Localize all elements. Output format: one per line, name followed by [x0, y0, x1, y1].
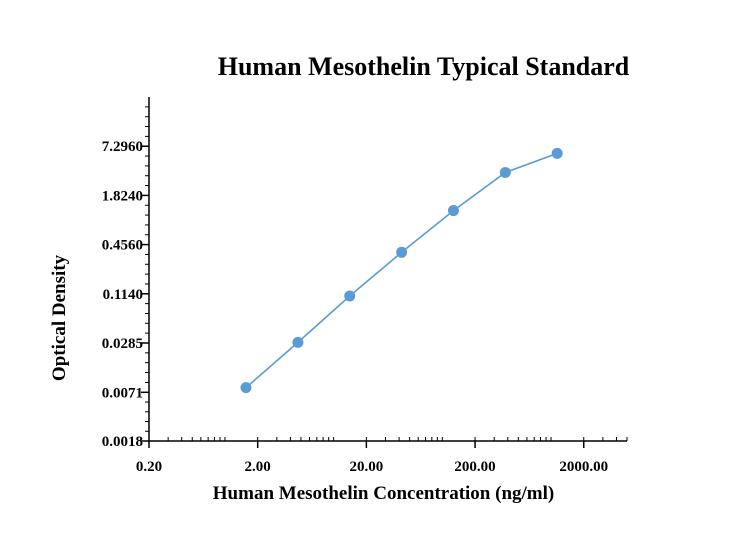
x-tick-label: 200.00: [454, 459, 495, 475]
y-tick-label: 0.0071: [102, 385, 143, 401]
data-point: [499, 166, 511, 178]
data-point: [344, 290, 356, 302]
x-tick-label: 0.20: [136, 459, 162, 475]
y-tick-label: 1.8240: [102, 188, 143, 204]
data-point: [447, 205, 459, 217]
data-point: [240, 382, 252, 394]
x-tick-label: 2000.00: [559, 459, 608, 475]
chart-title: Human Mesothelin Typical Standard: [217, 52, 630, 81]
data-point: [396, 246, 408, 258]
y-tick-label: 0.0018: [102, 434, 143, 450]
data-point: [292, 336, 304, 348]
x-tick-label: 2.00: [245, 459, 271, 475]
y-tick-label: 0.4560: [102, 238, 143, 254]
y-axis-label: Optical Density: [49, 254, 70, 382]
data-point: [551, 147, 563, 159]
x-tick-label: 20.00: [349, 459, 383, 475]
series-line: [245, 152, 558, 389]
y-tick-label: 0.0285: [102, 336, 143, 352]
y-tick-label: 0.1140: [103, 287, 143, 303]
x-axis-label: Human Mesothelin Concentration (ng/ml): [212, 483, 555, 504]
y-tick-label: 7.2960: [102, 139, 143, 155]
